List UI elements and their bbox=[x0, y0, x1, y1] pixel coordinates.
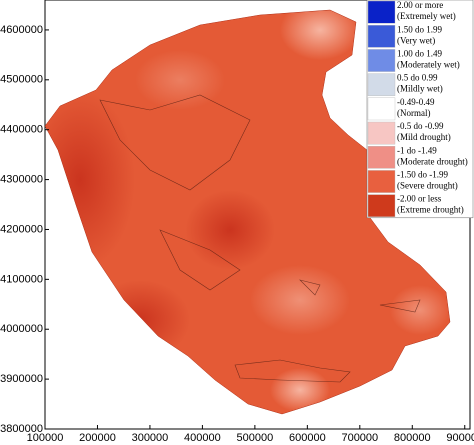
legend-class: (Normal) bbox=[397, 108, 431, 118]
y-tick-label: 4500000 bbox=[0, 74, 43, 86]
x-tick-label: 300000 bbox=[132, 432, 169, 444]
legend-swatch bbox=[367, 49, 396, 72]
legend-class: (Extremely wet) bbox=[397, 11, 456, 21]
legend-range: 1.50 do 1.99 bbox=[397, 24, 443, 34]
y-tick-label: 4600000 bbox=[0, 24, 43, 36]
legend-swatch bbox=[367, 145, 396, 169]
legend-class: (Mildly wet) bbox=[397, 84, 443, 94]
legend-class: (Extreme drought) bbox=[397, 205, 464, 215]
y-tick-label: 3900000 bbox=[0, 373, 43, 385]
x-tick-label: 500000 bbox=[237, 432, 274, 444]
legend-swatch bbox=[367, 121, 396, 145]
axes: 100000 200000 300000 400000 500000 600000 7000… bbox=[0, 24, 474, 444]
legend-swatch bbox=[367, 97, 396, 121]
y-tick-label: 4300000 bbox=[0, 173, 43, 185]
legend-range: -0.5 do -0.99 bbox=[397, 121, 444, 131]
x-tick-label: 700000 bbox=[341, 432, 378, 444]
legend-range: 1.00 do 1.49 bbox=[397, 48, 443, 58]
x-tick-label: 900000 bbox=[446, 432, 474, 444]
x-tick-label: 400000 bbox=[184, 432, 221, 444]
y-tick-label: 4400000 bbox=[0, 124, 43, 136]
legend-swatch bbox=[367, 0, 396, 24]
legend-class: (Mild drought) bbox=[397, 132, 451, 142]
legend-range: -1 do -1.49 bbox=[397, 145, 437, 155]
y-tick-label: 3800000 bbox=[0, 423, 43, 435]
legend-range: -2.00 or less bbox=[397, 194, 442, 204]
legend-swatch bbox=[367, 25, 396, 48]
legend-range: 2.00 or more bbox=[397, 0, 443, 10]
y-tick-label: 4100000 bbox=[0, 273, 43, 285]
legend-swatch bbox=[367, 73, 396, 96]
legend-range: -1.50 do -1.99 bbox=[397, 169, 448, 179]
y-tick-label: 4200000 bbox=[0, 223, 43, 235]
legend-swatch bbox=[367, 170, 396, 193]
legend-class: (Very wet) bbox=[397, 35, 435, 45]
legend-range: 0.5 do 0.99 bbox=[397, 73, 438, 83]
legend-class: (Moderate drought) bbox=[397, 156, 468, 166]
legend: 2.00 or more(Extremely wet)1.50 do 1.99(… bbox=[366, 0, 474, 219]
x-tick-label: 600000 bbox=[289, 432, 326, 444]
x-tick-label: 100000 bbox=[27, 432, 64, 444]
legend-swatch bbox=[367, 194, 396, 218]
y-tick-label: 4000000 bbox=[0, 323, 43, 335]
legend-range: -0.49-0.49 bbox=[397, 97, 435, 107]
x-tick-label: 200000 bbox=[79, 432, 116, 444]
legend-class: (Severe drought) bbox=[397, 180, 458, 190]
x-tick-label: 800000 bbox=[394, 432, 431, 444]
legend-class: (Moderately wet) bbox=[397, 59, 460, 69]
